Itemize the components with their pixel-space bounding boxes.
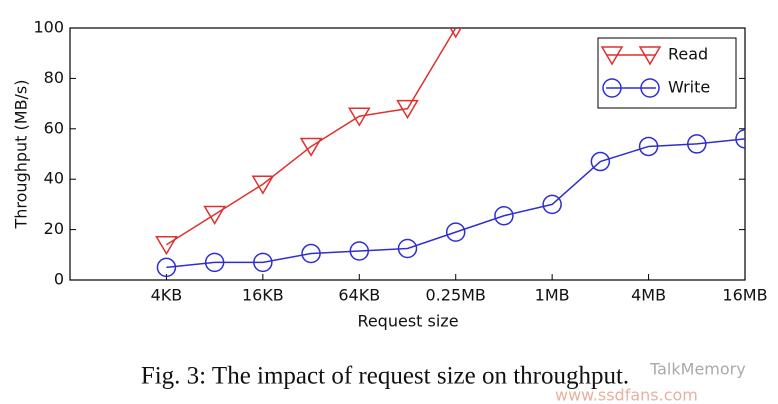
x-tick-label: 4MB bbox=[631, 286, 666, 305]
data-point bbox=[204, 252, 225, 273]
watermark: www.ssdfans.com bbox=[555, 386, 698, 404]
data-point bbox=[449, 28, 462, 39]
plot-frame bbox=[69, 27, 746, 281]
data-point bbox=[347, 107, 371, 127]
data-point bbox=[397, 238, 418, 259]
x-tick-label: 4KB bbox=[151, 286, 183, 305]
y-tick-label: 20 bbox=[44, 219, 64, 238]
y-tick-label: 100 bbox=[33, 18, 64, 37]
legend-marker bbox=[640, 78, 660, 98]
x-tick-label: 0.25MB bbox=[426, 286, 486, 305]
x-tick-label: 64KB bbox=[338, 286, 380, 305]
x-tick-label: 16KB bbox=[242, 286, 284, 305]
data-point bbox=[349, 241, 370, 261]
series-line bbox=[166, 138, 745, 269]
legend-marker bbox=[638, 46, 662, 66]
legend-label: Read bbox=[668, 45, 708, 64]
data-point bbox=[203, 205, 226, 225]
x-axis-label: Request size bbox=[357, 312, 458, 331]
data-point bbox=[251, 175, 275, 195]
data-point bbox=[735, 129, 745, 149]
y-tick-label: 0 bbox=[54, 270, 64, 289]
y-tick-label: 40 bbox=[44, 169, 64, 188]
data-point bbox=[445, 222, 466, 242]
legend-marker bbox=[602, 78, 622, 98]
x-tick-label: 16MB bbox=[722, 286, 767, 305]
data-point bbox=[494, 205, 514, 226]
data-point bbox=[638, 136, 659, 157]
data-point bbox=[542, 194, 562, 215]
y-tick-label: 60 bbox=[44, 118, 64, 137]
y-tick-label: 80 bbox=[44, 68, 64, 87]
data-point bbox=[687, 134, 707, 154]
data-point bbox=[299, 137, 323, 157]
x-tick-label: 1MB bbox=[535, 286, 570, 305]
legend-box bbox=[597, 37, 737, 109]
legend-label: Write bbox=[668, 78, 710, 97]
watermark: TalkMemory bbox=[649, 360, 746, 379]
data-point bbox=[590, 151, 611, 172]
caption: Fig. 3: The impact of request size on th… bbox=[141, 363, 629, 390]
series-line bbox=[166, 28, 457, 246]
data-point bbox=[396, 99, 419, 120]
y-axis-label: Throughput (MB/s) bbox=[12, 79, 31, 229]
data-point bbox=[253, 252, 273, 273]
data-point bbox=[156, 257, 177, 278]
data-point bbox=[301, 243, 321, 264]
legend-marker bbox=[600, 46, 624, 66]
data-point bbox=[155, 235, 178, 256]
